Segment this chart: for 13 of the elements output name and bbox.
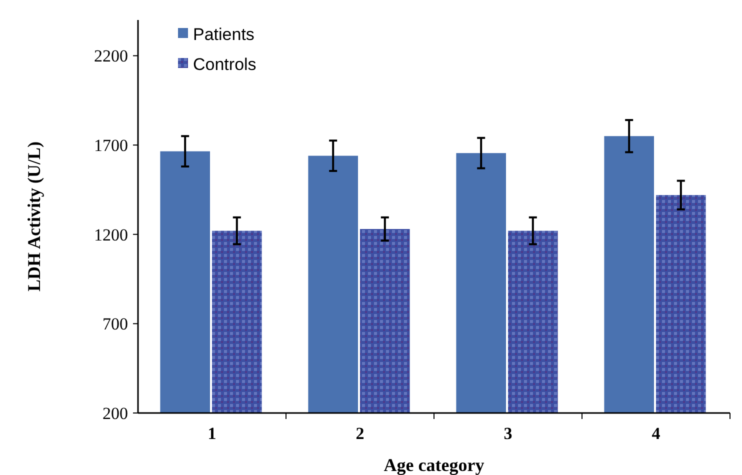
y-tick-label: 1700 xyxy=(94,136,128,155)
y-tick-label: 2200 xyxy=(94,46,128,66)
x-tick-label: 4 xyxy=(652,424,661,443)
x-tick-label: 2 xyxy=(356,424,364,443)
x-tick-label: 1 xyxy=(208,424,216,443)
legend-label: Patients xyxy=(193,24,254,44)
x-tick-label: 3 xyxy=(504,424,512,443)
x-axis-title: Age category xyxy=(384,455,484,475)
y-tick-label: 200 xyxy=(102,404,128,423)
y-axis-title: LDH Activity (U/L) xyxy=(24,142,44,292)
y-tick-label: 1200 xyxy=(94,225,128,244)
y-tick-label: 700 xyxy=(102,314,128,334)
legend-label: Controls xyxy=(193,54,256,74)
